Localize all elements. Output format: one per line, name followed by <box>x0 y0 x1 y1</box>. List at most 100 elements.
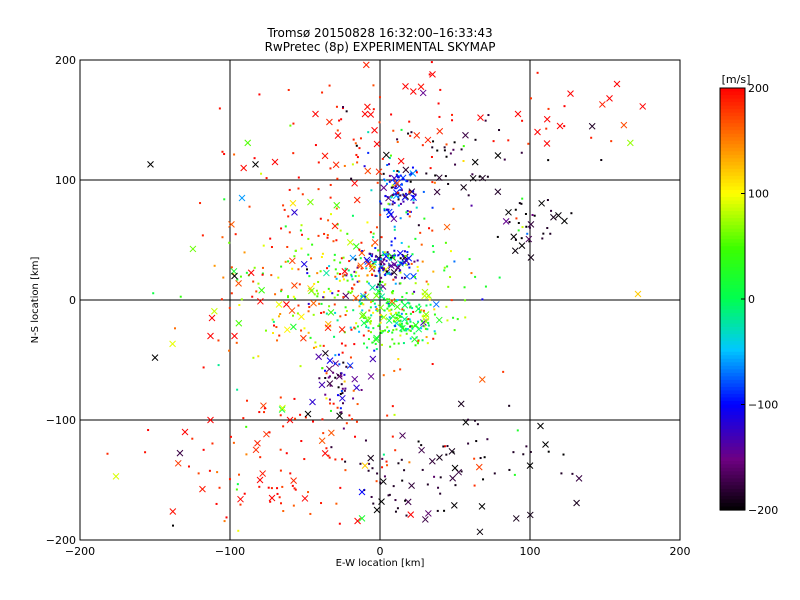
data-point-dot <box>408 266 411 269</box>
data-point-dot <box>403 276 406 279</box>
data-point-dot <box>339 407 342 410</box>
data-point-dot <box>408 120 411 123</box>
data-point-dot <box>356 266 359 269</box>
data-point-dot <box>402 255 405 258</box>
data-point-dot <box>610 140 613 143</box>
colorbar-segment <box>720 140 745 145</box>
data-point-dot <box>376 310 379 313</box>
data-point-dot <box>394 237 397 240</box>
data-point-dot <box>374 260 377 263</box>
data-point-dot <box>415 169 418 172</box>
data-point-dot <box>396 140 399 143</box>
data-point-dot <box>388 264 391 267</box>
data-point-cross <box>512 515 520 522</box>
colorbar-segment <box>720 422 745 427</box>
data-point-dot <box>471 173 474 176</box>
colorbar-segment <box>720 284 745 290</box>
data-point-dot <box>276 339 279 342</box>
data-point-dot <box>409 329 412 332</box>
data-point-dot <box>280 290 283 293</box>
data-point-dot <box>221 150 224 153</box>
data-point-dot <box>338 279 341 282</box>
data-point-dot <box>388 180 391 183</box>
data-point-cross <box>321 449 329 457</box>
data-point-cross <box>556 122 564 130</box>
data-point-dot <box>427 321 430 324</box>
data-point-dot <box>367 151 370 154</box>
data-point-dot <box>390 240 393 243</box>
data-point-cross <box>606 95 613 102</box>
data-point-dot <box>360 241 363 244</box>
data-point-dot <box>351 418 354 421</box>
data-point-dot <box>351 163 354 166</box>
data-point-cross <box>435 174 443 182</box>
data-point-dot <box>350 273 353 276</box>
data-point-dot <box>349 292 352 295</box>
data-point-dot <box>272 332 275 335</box>
data-point-dot <box>452 207 455 210</box>
colorbar-segment <box>720 133 745 138</box>
colorbar-segment <box>720 467 745 472</box>
data-point-cross <box>377 304 385 312</box>
data-point-dot <box>152 292 155 295</box>
data-point-dot <box>388 163 391 166</box>
data-point-dot <box>417 440 420 443</box>
data-point-cross <box>626 139 634 147</box>
data-point-dot <box>348 260 351 263</box>
colorbar-segment <box>720 130 745 135</box>
data-point-dot <box>402 309 405 312</box>
data-point-cross <box>364 103 371 111</box>
data-point-dot <box>452 316 455 319</box>
data-point-dot <box>356 403 359 406</box>
data-point-dot <box>392 485 395 488</box>
x-tick-label: 100 <box>520 545 541 558</box>
data-point-dot <box>336 406 339 409</box>
data-point-dot <box>238 304 241 307</box>
colorbar-segment <box>720 147 745 152</box>
data-point-dot <box>386 298 389 301</box>
colorbar-tick-label: −100 <box>748 399 778 412</box>
data-point-dot <box>253 157 256 160</box>
data-point-dot <box>378 267 381 270</box>
data-point-dot <box>380 343 383 346</box>
data-point-dot <box>439 492 442 495</box>
data-point-cross <box>424 510 432 517</box>
data-point-cross <box>408 188 416 195</box>
data-point-dot <box>342 256 345 259</box>
data-point-dot <box>452 451 455 454</box>
data-point-dot <box>273 324 276 327</box>
data-point-dot <box>294 417 297 420</box>
data-point-cross <box>346 239 354 246</box>
data-point-cross <box>238 194 246 202</box>
data-point-dot <box>333 296 336 299</box>
data-point-cross <box>373 334 380 342</box>
data-point-cross <box>322 349 329 357</box>
data-point-dot <box>274 293 277 296</box>
data-point-dot <box>367 282 370 285</box>
data-point-dot <box>334 275 337 278</box>
data-point-cross <box>283 301 290 308</box>
data-point-cross <box>526 462 534 469</box>
data-point-dot <box>400 128 403 131</box>
data-point-dot <box>373 266 376 269</box>
data-point-dot <box>420 309 423 312</box>
data-point-cross <box>409 170 417 177</box>
data-point-cross <box>291 209 298 216</box>
data-point-dot <box>388 272 391 275</box>
data-point-dot <box>333 303 336 306</box>
data-point-dot <box>355 153 358 156</box>
data-point-cross <box>429 71 436 78</box>
data-point-dot <box>264 329 267 332</box>
data-point-dot <box>517 229 520 232</box>
data-point-cross <box>367 454 375 462</box>
data-point-dot <box>340 257 343 260</box>
data-point-dot <box>399 271 402 274</box>
data-point-dot <box>473 457 476 460</box>
data-point-dot <box>406 251 409 254</box>
data-point-dot <box>344 314 347 317</box>
data-point-dot <box>381 157 384 160</box>
data-point-cross <box>351 179 358 187</box>
y-tick-label: 100 <box>55 174 76 187</box>
colorbar-segment <box>720 154 745 159</box>
data-point-dot <box>360 295 363 298</box>
